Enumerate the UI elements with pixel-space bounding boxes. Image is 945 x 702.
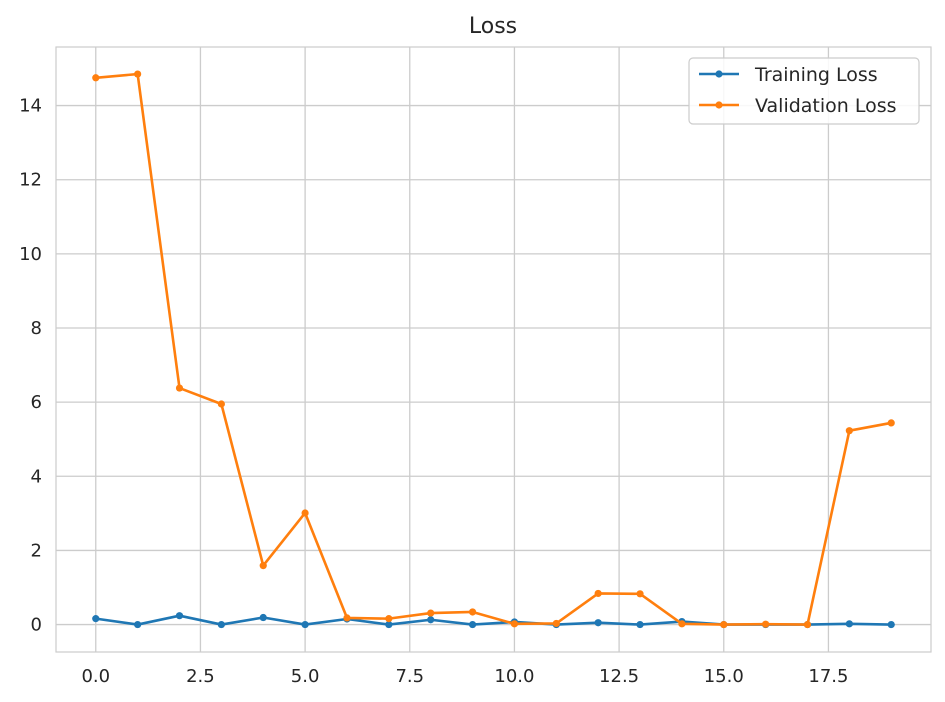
validation-loss-point	[510, 620, 519, 628]
y-tick-label: 14	[19, 96, 42, 117]
series-layer	[92, 70, 895, 629]
x-tick-label: 10.0	[494, 666, 534, 687]
grid-layer	[56, 47, 931, 652]
y-tick-label: 12	[19, 170, 42, 191]
y-tick-label: 10	[19, 244, 42, 265]
training-loss-point	[217, 620, 225, 629]
validation-loss-point	[594, 589, 602, 598]
validation-loss-point	[762, 620, 770, 628]
training-loss-legend-label: Training Loss	[754, 64, 878, 86]
y-axis-ticks: 0 2 4 6 8 10 12 14	[19, 96, 42, 636]
validation-loss-legend-marker	[715, 101, 723, 109]
x-tick-label: 17.5	[808, 666, 848, 687]
y-tick-label: 2	[31, 540, 42, 561]
validation-loss-point	[887, 419, 895, 427]
validation-loss-point	[803, 620, 812, 629]
training-loss-legend-marker	[715, 70, 723, 78]
validation-loss-point	[217, 400, 225, 408]
training-loss-point	[385, 620, 393, 629]
x-tick-label: 15.0	[704, 666, 744, 687]
training-loss-point	[845, 620, 853, 628]
y-tick-label: 0	[31, 615, 42, 636]
y-tick-label: 8	[31, 318, 42, 339]
x-tick-label: 2.5	[186, 666, 215, 687]
training-loss-point	[468, 620, 477, 629]
training-loss-point	[175, 612, 184, 620]
validation-loss-point	[259, 562, 267, 570]
training-loss-point	[301, 620, 309, 629]
legend: Training Loss Validation Loss	[688, 57, 920, 125]
y-tick-label: 4	[31, 466, 42, 487]
training-loss-point	[92, 615, 100, 623]
x-tick-label: 0.0	[81, 666, 110, 687]
validation-loss-point	[427, 609, 435, 617]
validation-loss-legend-label: Validation Loss	[755, 95, 897, 117]
x-tick-label: 7.5	[395, 666, 424, 687]
validation-loss-point	[845, 427, 853, 435]
x-axis-ticks: 0.0 2.5 5.0 7.5 10.0 12.5 15.0 17.5	[81, 666, 848, 687]
training-loss-point	[259, 613, 267, 622]
y-tick-label: 6	[31, 392, 42, 413]
chart-title: Loss	[469, 14, 517, 39]
validation-loss-point	[552, 619, 560, 628]
validation-loss-point	[92, 74, 100, 82]
plot-area	[55, 46, 932, 653]
training-loss-point	[427, 616, 435, 624]
validation-loss-point	[636, 590, 644, 598]
validation-loss-point	[720, 620, 728, 629]
validation-loss-point	[134, 70, 142, 78]
validation-loss-point	[678, 620, 686, 628]
training-loss-point	[134, 620, 142, 629]
training-loss-point	[887, 620, 895, 629]
validation-loss-point	[301, 509, 309, 517]
validation-loss-line	[94, 72, 893, 626]
x-tick-label: 5.0	[291, 666, 320, 687]
legend-box	[688, 57, 920, 125]
validation-loss-point	[468, 608, 477, 616]
validation-loss-point	[175, 384, 184, 392]
validation-loss-point	[343, 614, 351, 622]
training-loss-point	[636, 620, 644, 629]
training-loss-point	[594, 619, 602, 627]
x-tick-label: 12.5	[599, 666, 639, 687]
validation-loss-point	[385, 615, 393, 623]
